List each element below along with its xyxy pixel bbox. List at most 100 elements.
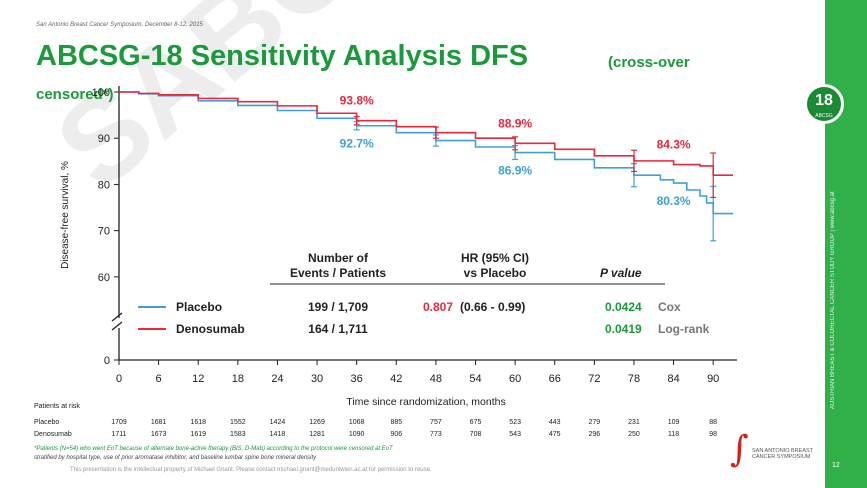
at-risk-value: 708 (470, 431, 482, 438)
at-risk-value: 1418 (270, 431, 286, 438)
footnote-copyright: This presentation is the intellectual pr… (70, 467, 432, 473)
km-curve-placebo (119, 91, 733, 215)
at-risk-value: 1619 (190, 431, 206, 438)
sidebar-band (825, 0, 867, 488)
table-header-hr: HR (95% CI) (461, 251, 529, 265)
at-risk-value: 1424 (270, 419, 286, 426)
at-risk-value: 523 (509, 419, 521, 426)
at-risk-value: 1068 (349, 419, 365, 426)
slide-subtitle: (cross-over (608, 54, 690, 71)
events-placebo: 199 / 1,709 (308, 300, 368, 314)
x-tick-label: 12 (192, 373, 204, 385)
at-risk-value: 1552 (230, 419, 246, 426)
at-risk-value: 443 (549, 419, 561, 426)
p-value: 0.0419 (605, 322, 642, 336)
at-risk-label: Patients at risk (34, 403, 80, 410)
sidebar-text: AUSTRIAN BREAST & COLORECTAL CANCER STUD… (830, 191, 836, 409)
y-tick-label: 90 (98, 133, 110, 145)
at-risk-value: 475 (549, 431, 561, 438)
at-risk-value: 250 (628, 431, 640, 438)
slide-subtitle-continued: censored*) (36, 86, 114, 103)
y-tick-label: 80 (98, 179, 110, 191)
at-risk-value: 1281 (309, 431, 325, 438)
x-tick-label: 36 (351, 373, 363, 385)
p-value: 0.0424 (605, 300, 642, 314)
footnote-censoring: *Patients (N=54) who went EoT because of… (34, 446, 393, 452)
at-risk-value: 1090 (349, 431, 365, 438)
curve-annotation: 80.3% (657, 194, 691, 208)
events-denosumab: 164 / 1,711 (308, 322, 368, 336)
table-header-hr: vs Placebo (464, 266, 527, 280)
table-header-pvalue: P value (600, 266, 642, 280)
curve-annotation: 86.9% (498, 164, 532, 178)
at-risk-row-label: Placebo (34, 419, 59, 426)
at-risk-value: 1711 (111, 431, 126, 438)
x-tick-label: 0 (116, 373, 122, 385)
km-curve-denosumab (119, 91, 733, 176)
p-value-test: Cox (658, 300, 681, 314)
at-risk-value: 1681 (151, 419, 167, 426)
table-header-events: Events / Patients (290, 266, 386, 280)
curve-annotation: 84.3% (657, 138, 691, 152)
at-risk-value: 109 (668, 419, 680, 426)
x-tick-label: 54 (469, 373, 481, 385)
x-tick-label: 24 (271, 373, 283, 385)
x-tick-label: 6 (156, 373, 162, 385)
at-risk-value: 906 (390, 431, 402, 438)
axis-break-mark (111, 312, 123, 322)
legend-label-placebo: Placebo (176, 300, 222, 314)
sabcs-logo-text: SAN ANTONIO BREAST CANCER SYMPOSIUM (752, 448, 813, 460)
y-tick-label: 70 (98, 226, 110, 238)
slide-number: 12 (832, 462, 840, 469)
curve-annotation: 88.9% (498, 116, 532, 130)
at-risk-value: 675 (470, 419, 482, 426)
y-tick-label: 60 (98, 272, 110, 284)
table-header-events: Number of (308, 251, 369, 265)
footnote-stratification: stratified by hospital type, use of prio… (34, 455, 317, 461)
conference-header: San Antonio Breast Cancer Symposium, Dec… (36, 22, 203, 28)
at-risk-value: 1618 (190, 419, 206, 426)
at-risk-value: 279 (589, 419, 601, 426)
at-risk-value: 98 (709, 431, 717, 438)
at-risk-value: 757 (430, 419, 442, 426)
hr-ci: (0.66 - 0.99) (460, 300, 525, 314)
at-risk-value: 231 (628, 419, 640, 426)
x-tick-label: 78 (628, 373, 640, 385)
x-tick-label: 42 (390, 373, 402, 385)
curve-annotation: 93.8% (340, 94, 374, 108)
x-tick-label: 60 (509, 373, 521, 385)
x-tick-label: 48 (430, 373, 442, 385)
y-tick-label: 100 (92, 87, 110, 99)
legend-label-denosumab: Denosumab (176, 322, 245, 336)
at-risk-value: 1673 (151, 431, 167, 438)
hr-value: 0.807 (423, 300, 453, 314)
sabcs-logo: ∫ SAN ANTONIO BREAST CANCER SYMPOSIUM (730, 430, 820, 480)
y-axis-label: Disease-free survival, % (60, 161, 71, 269)
at-risk-value: 1583 (230, 431, 246, 438)
x-tick-label: 72 (588, 373, 600, 385)
at-risk-value: 1709 (111, 419, 127, 426)
x-tick-label: 66 (549, 373, 561, 385)
y-tick-label: 0 (104, 355, 110, 367)
x-axis-label: Time since randomization, months (346, 396, 506, 408)
at-risk-row-label: Denosumab (34, 431, 72, 438)
at-risk-value: 296 (589, 431, 601, 438)
at-risk-value: 118 (668, 431, 679, 438)
x-tick-label: 84 (667, 373, 679, 385)
badge-number: 18 (815, 92, 833, 109)
badge-sub: ABCSG (815, 113, 833, 119)
x-tick-label: 30 (311, 373, 323, 385)
slide-title: ABCSG-18 Sensitivity Analysis DFS (36, 40, 529, 72)
curve-annotation: 92.7% (340, 137, 374, 151)
at-risk-value: 885 (390, 419, 402, 426)
at-risk-value: 88 (709, 419, 717, 426)
x-tick-label: 90 (707, 373, 719, 385)
at-risk-value: 773 (430, 431, 442, 438)
p-value-test: Log-rank (658, 322, 710, 336)
x-tick-label: 18 (232, 373, 244, 385)
at-risk-value: 1269 (309, 419, 325, 426)
axis-break-mark (111, 321, 123, 331)
abcsg-18-badge: 18 ABCSG (804, 84, 844, 124)
sabcs-logo-icon: ∫ (730, 429, 749, 470)
